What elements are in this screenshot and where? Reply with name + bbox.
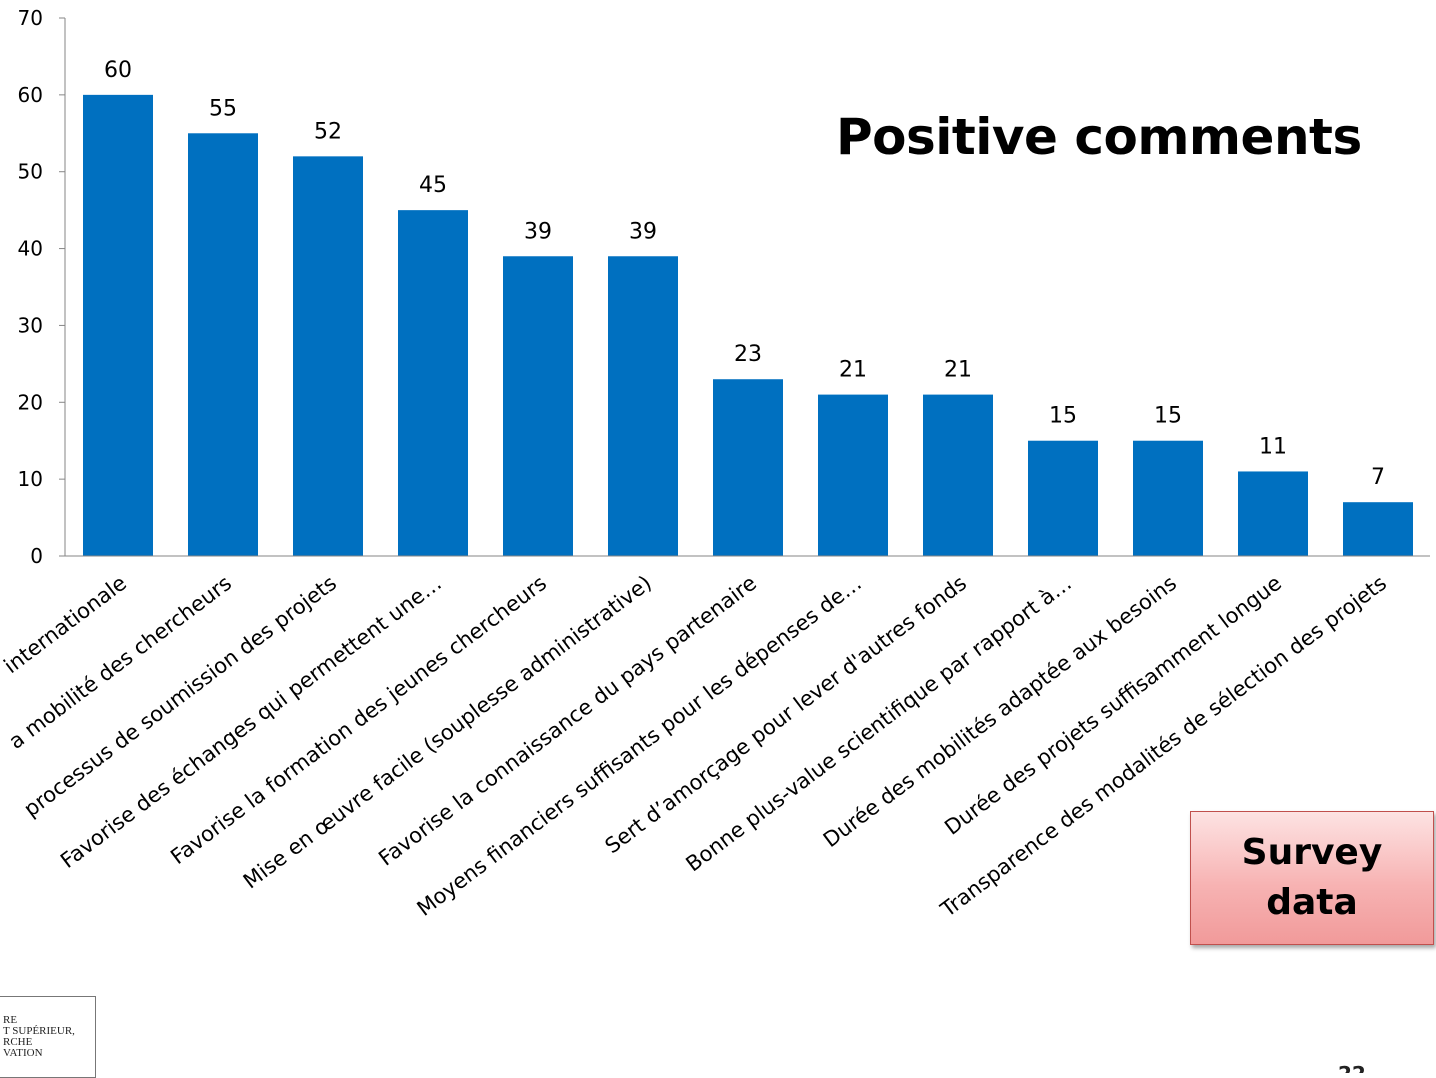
category-label: Favorise des échanges qui permettent une… bbox=[56, 571, 446, 873]
data-label: 21 bbox=[944, 358, 972, 383]
y-tick-label: 20 bbox=[18, 390, 43, 414]
data-label: 15 bbox=[1154, 404, 1182, 429]
page-number: 22 bbox=[1338, 1062, 1366, 1073]
y-tick-label: 50 bbox=[18, 160, 43, 184]
chart-title: Positive comments bbox=[836, 108, 1362, 166]
y-tick-label: 0 bbox=[30, 544, 43, 568]
y-tick-label: 70 bbox=[18, 6, 43, 30]
data-label: 7 bbox=[1371, 465, 1385, 490]
bar bbox=[818, 394, 888, 556]
data-label: 55 bbox=[209, 96, 237, 121]
data-label: 60 bbox=[104, 58, 132, 83]
data-label: 23 bbox=[734, 342, 762, 367]
data-label: 39 bbox=[524, 219, 552, 244]
survey-data-callout: Survey data bbox=[1190, 811, 1434, 945]
bars bbox=[83, 94, 1413, 557]
data-label: 21 bbox=[839, 358, 867, 383]
bar bbox=[188, 133, 258, 557]
y-tick-label: 30 bbox=[18, 313, 43, 337]
bar bbox=[503, 256, 573, 556]
survey-data-text: Survey data bbox=[1237, 828, 1387, 928]
data-label: 15 bbox=[1049, 404, 1077, 429]
bar bbox=[83, 94, 153, 556]
data-labels: 60 55 52 45 39 39 23 21 21 15 15 11 7 bbox=[104, 58, 1385, 490]
survey-line-2: data bbox=[1266, 882, 1358, 923]
data-label: 45 bbox=[419, 173, 447, 198]
bar bbox=[1343, 502, 1413, 556]
bar bbox=[398, 210, 468, 556]
category-label: Durée des mobilités adaptée aux besoins bbox=[819, 571, 1181, 852]
data-label: 52 bbox=[314, 119, 342, 144]
category-label: Bonne plus-value scientifique par rappor… bbox=[681, 571, 1076, 877]
y-axis: 0 10 20 30 40 50 60 70 bbox=[18, 6, 66, 568]
bar bbox=[923, 394, 993, 556]
y-tick-label: 60 bbox=[18, 83, 43, 107]
y-tick-label: 10 bbox=[18, 467, 43, 491]
category-label: Favorise la formation des jeunes cherche… bbox=[166, 571, 551, 869]
y-tick-label: 40 bbox=[18, 237, 43, 261]
ministry-logo: RE T SUPÉRIEUR, RCHE VATION bbox=[0, 996, 96, 1078]
survey-line-1: Survey bbox=[1241, 832, 1383, 873]
bar bbox=[1028, 440, 1098, 556]
logo-text: RE T SUPÉRIEUR, RCHE VATION bbox=[3, 1014, 75, 1059]
data-label: 11 bbox=[1259, 434, 1287, 459]
bar bbox=[1238, 471, 1308, 556]
bar bbox=[293, 156, 363, 557]
bar bbox=[713, 379, 783, 556]
category-label: Sert d’amorçage pour lever d'autres fond… bbox=[601, 571, 971, 858]
category-label: Favorise la connaissance du pays partena… bbox=[374, 571, 761, 871]
bar bbox=[608, 256, 678, 556]
bar bbox=[1133, 440, 1203, 556]
data-label: 39 bbox=[629, 219, 657, 244]
